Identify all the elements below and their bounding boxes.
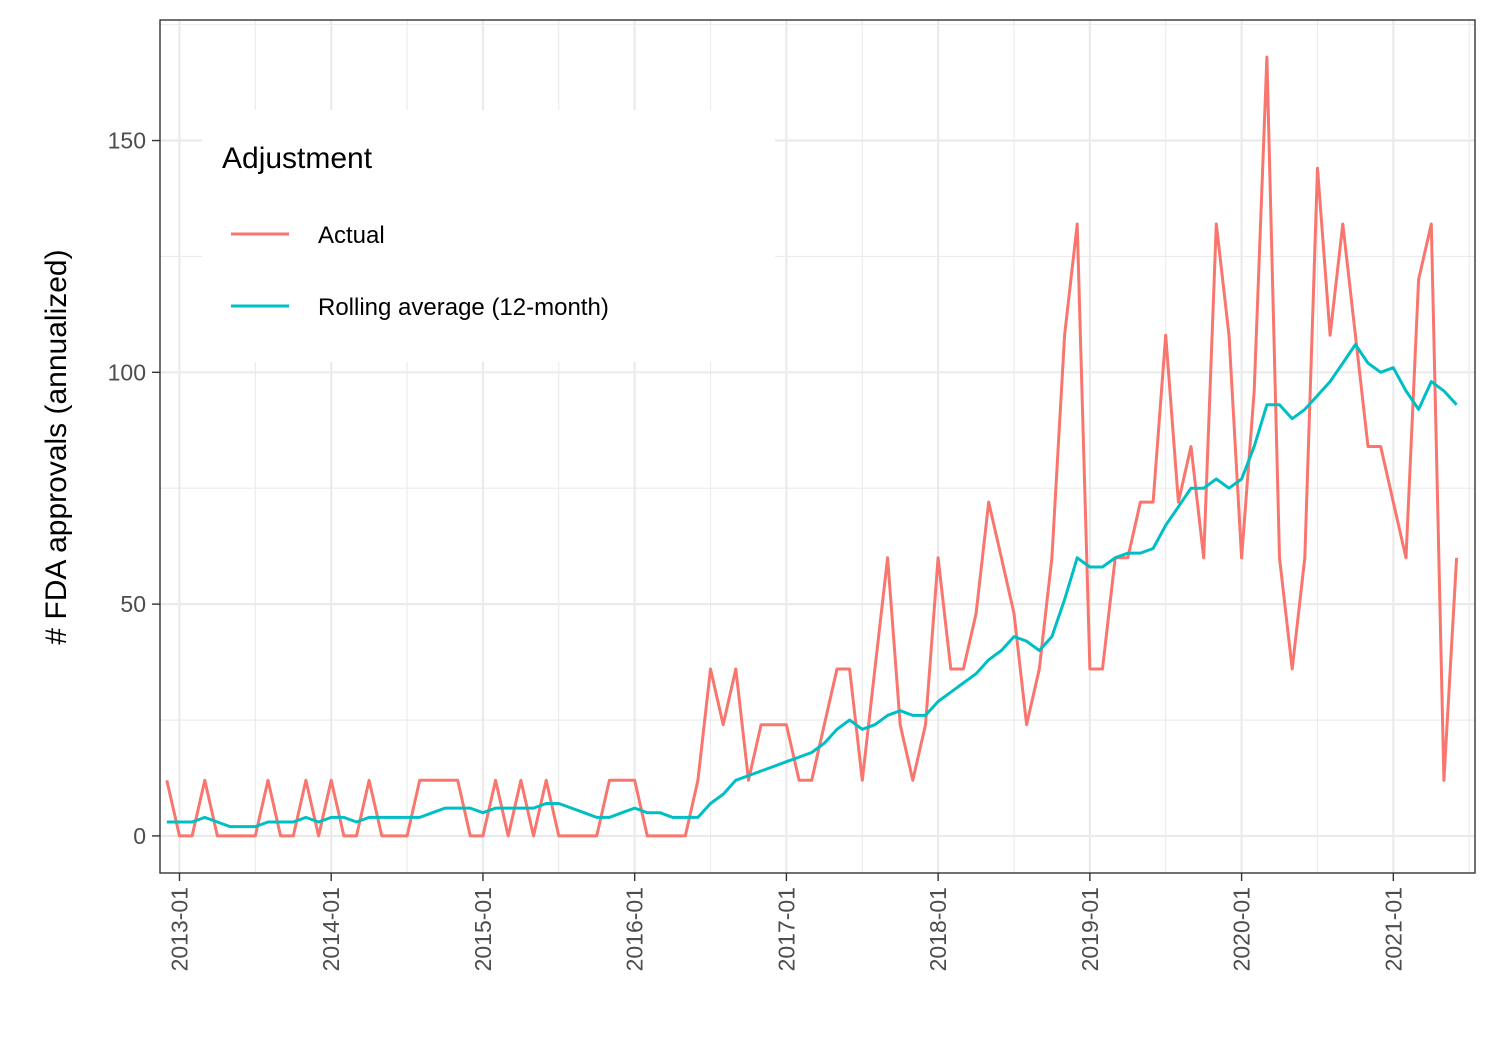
series-layer <box>165 55 1459 838</box>
y-tick-label: 0 <box>133 823 146 849</box>
y-tick-label: 150 <box>108 128 146 154</box>
x-tick-label: 2016-01 <box>622 887 648 971</box>
legend-title: Adjustment <box>222 142 373 175</box>
series-line-actual <box>165 55 1459 838</box>
legend-background <box>202 110 775 362</box>
x-tick-label: 2015-01 <box>470 887 496 971</box>
legend-label-rolling-average: Rolling average (12-month) <box>318 294 609 321</box>
x-tick-label: 2017-01 <box>773 887 799 971</box>
legend-label-actual: Actual <box>318 222 385 249</box>
y-axis-title: # FDA approvals (annualized) <box>40 249 73 644</box>
x-tick-label: 2021-01 <box>1380 887 1406 971</box>
series-line-rolling-average <box>166 343 1458 829</box>
x-tick-label: 2014-01 <box>318 887 344 971</box>
y-tick-label: 100 <box>108 359 146 385</box>
x-tick-label: 2019-01 <box>1077 887 1103 971</box>
legend: Adjustment Actual Rolling average (12-mo… <box>202 110 775 362</box>
axis-layer: 2013-01 2014-01 2015-01 2016-01 2017-01 2018-… <box>108 128 1407 972</box>
y-tick-label: 50 <box>120 591 146 617</box>
x-tick-label: 2018-01 <box>925 887 951 971</box>
plot-border <box>159 19 1476 874</box>
x-tick-label: 2013-01 <box>166 887 192 971</box>
x-tick-label: 2020-01 <box>1229 887 1255 971</box>
